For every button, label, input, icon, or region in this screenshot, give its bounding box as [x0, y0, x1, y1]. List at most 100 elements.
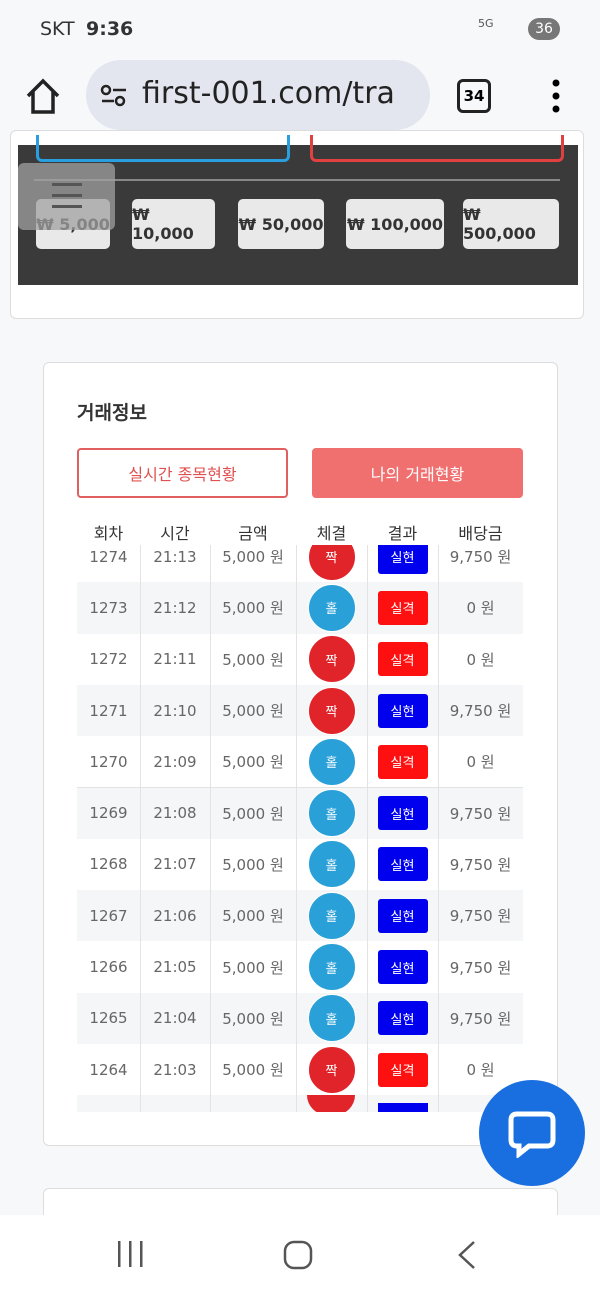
result-badge: 실현 — [377, 545, 428, 574]
column-border — [438, 838, 439, 891]
table-cell: 1271 — [89, 701, 128, 720]
amount-chip[interactable]: ₩ 100,000 — [346, 199, 444, 249]
column-border — [438, 633, 439, 685]
column-border — [296, 890, 297, 942]
live-button[interactable]: 실시간 종목현황 — [77, 448, 288, 498]
chat-button[interactable] — [479, 1080, 585, 1186]
column-border — [367, 838, 368, 891]
table-cell: 5,000 원 — [222, 958, 284, 977]
column-border — [210, 1044, 211, 1096]
even-box[interactable] — [310, 135, 564, 162]
table-cell: 21:06 — [153, 906, 197, 925]
pick-cell: 짝 — [296, 1044, 367, 1095]
result-badge: 실현 — [377, 1001, 428, 1036]
result-badge: 실현 — [377, 898, 428, 933]
pick-cell: 홀 — [296, 582, 367, 633]
column-header: 시간 — [160, 524, 190, 543]
table-cell: 9,750 원 — [449, 1009, 512, 1028]
table-cell: 21:07 — [153, 855, 197, 874]
column-border — [210, 787, 211, 839]
table-cell: 1267 — [89, 906, 128, 925]
table-cell: 5,000 원 — [222, 1061, 284, 1080]
column-border — [296, 736, 297, 788]
url-field[interactable]: first-001.com/tra — [86, 60, 430, 130]
pick-cell: 홀 — [296, 788, 367, 839]
column-border — [367, 890, 368, 942]
column-border — [438, 545, 439, 583]
amount-chip[interactable]: ₩ 50,000 — [238, 199, 324, 249]
odd-box[interactable] — [36, 135, 290, 162]
result-badge: 실격 — [377, 642, 428, 677]
home-button[interactable] — [283, 1240, 315, 1272]
column-border — [210, 1095, 211, 1112]
column-border — [140, 838, 141, 891]
table-cell: 9,750 원 — [449, 958, 512, 977]
column-border — [210, 736, 211, 788]
table-cell: 21:11 — [153, 650, 197, 669]
menu-icon[interactable] — [550, 78, 562, 114]
column-border — [367, 787, 368, 839]
column-border — [367, 684, 368, 737]
result-badge: 실격 — [377, 590, 428, 625]
table-cell: 21:10 — [153, 701, 197, 720]
column-border — [140, 890, 141, 942]
table-cell: 1270 — [89, 752, 128, 771]
table-cell: 5,000 원 — [222, 855, 284, 874]
column-border — [140, 1044, 141, 1096]
table-cell: 1273 — [89, 598, 128, 617]
table-cell: 21:09 — [153, 752, 197, 771]
table-cell: 5,000 원 — [222, 753, 284, 772]
amount-chip[interactable]: ₩ 500,000 — [463, 199, 559, 249]
column-border — [367, 582, 368, 634]
section-title: 거래정보 — [77, 402, 147, 424]
result-cell: 실현 — [367, 788, 438, 839]
url: first-001.com/tra — [142, 76, 395, 111]
pick-cell: 홀 — [296, 993, 367, 1044]
table-row: 1269 21:08 5,000 원 홀 실현 9,750 원 — [77, 787, 523, 840]
table-row — [77, 1095, 523, 1112]
table-cell: 9,750 원 — [449, 702, 512, 721]
table-row: 1267 21:06 5,000 원 홀 실현 9,750 원 — [77, 890, 523, 943]
home-icon[interactable] — [24, 76, 62, 116]
table-cell: 1274 — [89, 547, 128, 566]
amount-chip[interactable]: ₩ 10,000 — [132, 199, 215, 249]
column-border — [210, 684, 211, 737]
tab-count[interactable]: 34 — [457, 79, 491, 113]
table-cell: 0 원 — [466, 599, 495, 618]
table-row: 1272 21:11 5,000 원 짝 실격 0 원 — [77, 633, 523, 686]
column-border — [367, 545, 368, 583]
pick-circle: 홀 — [307, 583, 356, 632]
hamburger-button[interactable] — [18, 163, 115, 230]
table-row: 1265 21:04 5,000 원 홀 실현 9,750 원 — [77, 992, 523, 1045]
column-border — [140, 633, 141, 685]
table-cell: 1266 — [89, 958, 128, 977]
battery: 36 — [528, 18, 560, 40]
column-border — [367, 633, 368, 685]
column-border — [210, 992, 211, 1044]
column-border — [296, 992, 297, 1044]
pick-circle: 홀 — [307, 789, 356, 838]
result-badge: 실현 — [377, 847, 428, 882]
column-border — [367, 1044, 368, 1096]
table-cell: 9,750 원 — [449, 855, 512, 874]
site-info-icon — [100, 84, 126, 107]
back-button[interactable] — [456, 1240, 478, 1272]
column-border — [438, 941, 439, 993]
result-cell: 실현 — [367, 545, 438, 582]
recents-button[interactable] — [116, 1241, 146, 1269]
table-row: 1274 21:13 5,000 원 짝 실현 9,750 원 — [77, 545, 523, 584]
pick-circle: 홀 — [307, 840, 356, 889]
pick-circle: 짝 — [307, 545, 356, 581]
table-cell: 5,000 원 — [222, 650, 284, 669]
table-row: 1270 21:09 5,000 원 홀 실격 0 원 — [77, 736, 523, 789]
column-border — [438, 582, 439, 634]
status-bar: SKT 9:36 5G 36 — [0, 0, 600, 60]
column-border — [367, 1095, 368, 1112]
clock: 9:36 — [86, 18, 134, 40]
column-border — [210, 838, 211, 891]
my-trades-button[interactable]: 나의 거래현황 — [312, 448, 523, 498]
table-cell: 5,000 원 — [222, 1009, 284, 1028]
pick-cell: 짝 — [296, 545, 367, 582]
result-cell: 실격 — [367, 582, 438, 633]
result-badge: 실현 — [377, 693, 428, 728]
